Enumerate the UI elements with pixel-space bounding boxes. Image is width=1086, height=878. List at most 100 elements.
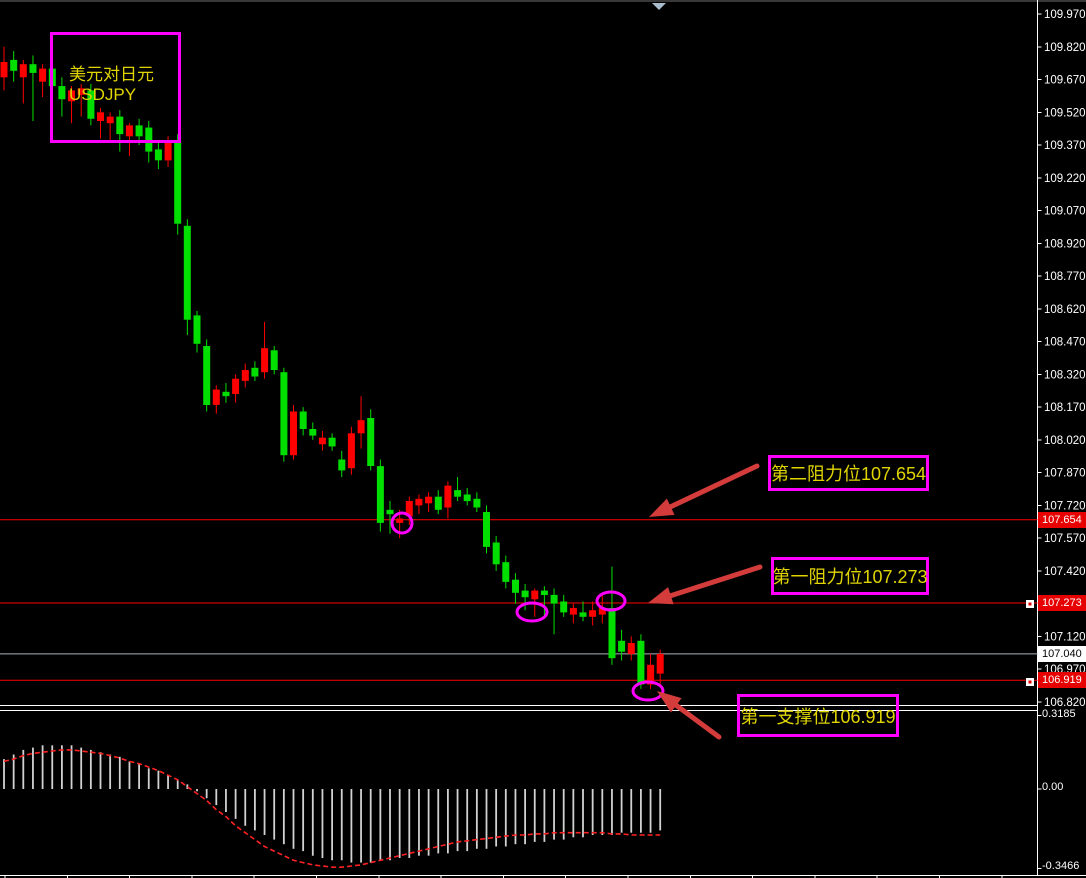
arrow-shaft[interactable] — [662, 564, 763, 600]
candle-body — [473, 498, 481, 508]
candle-body — [386, 509, 394, 515]
candle-body — [318, 437, 326, 445]
highlight-ellipse[interactable] — [515, 601, 549, 623]
candle-body — [290, 411, 297, 456]
price-axis-label: 108.920 — [1044, 238, 1086, 250]
candle-body — [444, 485, 452, 508]
candle-body — [454, 490, 462, 497]
candle-body — [415, 498, 423, 506]
candle-body — [164, 140, 172, 161]
candle-body — [116, 116, 124, 135]
candle-body — [174, 140, 182, 224]
highlight-ellipse[interactable] — [631, 680, 665, 702]
resistance2-label-text: 第二阻力位107.654 — [770, 464, 927, 484]
candle-body — [618, 640, 626, 652]
candle-body — [309, 429, 317, 436]
price-axis-label: 107.870 — [1044, 468, 1086, 480]
candle-body — [145, 127, 153, 152]
price-axis-label: 108.320 — [1044, 369, 1086, 381]
indicator-axis-min-label: -0.3466 — [1042, 860, 1080, 872]
price-axis-label: 109.520 — [1044, 107, 1086, 119]
price-axis-label: 109.070 — [1044, 206, 1086, 218]
candle-body — [656, 653, 664, 674]
candle-body — [222, 391, 230, 397]
price-axis-label: 108.770 — [1044, 271, 1086, 283]
candle-body — [77, 88, 85, 95]
instrument-symbol: USDJPY — [69, 85, 137, 104]
chart-shift-marker-icon[interactable] — [652, 3, 666, 10]
highlight-ellipse[interactable] — [595, 590, 627, 612]
resistance1-label-text: 第一阻力位107.273 — [772, 567, 928, 587]
instrument-title-cn: 美元对日元 — [69, 65, 154, 84]
candle-body — [212, 389, 220, 405]
candle-body — [10, 59, 18, 71]
candle-body — [589, 610, 597, 617]
osma-signal-line — [3, 749, 661, 869]
candle-body — [540, 590, 548, 595]
candle-body — [87, 90, 95, 119]
candle-body — [425, 496, 433, 504]
price-axis-label: 108.020 — [1044, 435, 1086, 447]
candle-body — [502, 562, 510, 582]
candle-body — [19, 64, 27, 78]
price-axis-label: 108.620 — [1044, 304, 1086, 316]
candle-body — [521, 590, 529, 598]
line-drag-handle-dot — [1028, 680, 1032, 684]
candle-body — [347, 433, 355, 469]
candle-body — [203, 346, 211, 405]
candle-body — [280, 372, 288, 456]
resistance2-label-box[interactable]: 第二阻力位107.654 — [768, 455, 929, 491]
arrow-head[interactable] — [648, 587, 674, 605]
candle-body — [463, 494, 471, 502]
price-axis-label: 107.120 — [1044, 631, 1086, 643]
candle-body — [58, 86, 66, 100]
level-price-badge: 106.919 — [1038, 672, 1086, 688]
candle-body — [569, 608, 577, 615]
arrow-head[interactable] — [649, 498, 675, 517]
candle-body — [367, 418, 375, 466]
price-axis-label: 108.170 — [1044, 402, 1086, 414]
price-axis-label: 109.820 — [1044, 42, 1086, 54]
current-price-badge: 107.040 — [1038, 646, 1086, 662]
arrow-head[interactable] — [657, 691, 682, 713]
arrow-shaft[interactable] — [662, 463, 760, 512]
candle-body — [396, 518, 404, 523]
arrow-shaft[interactable] — [668, 699, 722, 740]
candle-body — [376, 466, 384, 523]
level-price-badge: 107.273 — [1038, 595, 1086, 611]
highlight-ellipse[interactable] — [390, 511, 414, 535]
candle-body — [97, 112, 104, 121]
indicator-axis-max-label: 0.3185 — [1042, 708, 1076, 720]
candle-body — [183, 225, 191, 320]
instrument-title-box[interactable]: 美元对日元 USDJPY — [50, 32, 181, 143]
candle-body — [608, 608, 616, 659]
support1-label-box[interactable]: 第一支撑位106.919 — [737, 694, 899, 737]
price-axis-label: 107.570 — [1044, 533, 1086, 545]
level-price-badge: 107.654 — [1038, 512, 1086, 528]
candle-body — [579, 612, 587, 617]
candle-body — [106, 116, 114, 124]
price-axis-label: 107.420 — [1044, 566, 1086, 578]
candle-body — [328, 437, 336, 447]
candle-body — [357, 420, 365, 434]
line-drag-handle-dot — [1028, 602, 1032, 606]
candle-body — [598, 608, 606, 615]
candle-body — [405, 501, 413, 517]
candle-body — [299, 411, 307, 429]
candle-body — [647, 664, 655, 685]
indicator-axis-zero-label: 0.00 — [1042, 781, 1064, 793]
candle-body — [68, 90, 75, 102]
candle-body — [483, 512, 490, 547]
candle-body — [512, 579, 519, 593]
candle-body — [193, 315, 201, 344]
candle-body — [125, 125, 133, 137]
price-axis-label: 109.220 — [1044, 173, 1086, 185]
window-top-edge — [0, 0, 1086, 2]
price-axis-label: 109.670 — [1044, 75, 1086, 87]
candle-body — [0, 62, 8, 78]
candle-body — [270, 350, 278, 370]
resistance1-label-box[interactable]: 第一阻力位107.273 — [771, 557, 929, 595]
candle-body — [531, 590, 539, 600]
